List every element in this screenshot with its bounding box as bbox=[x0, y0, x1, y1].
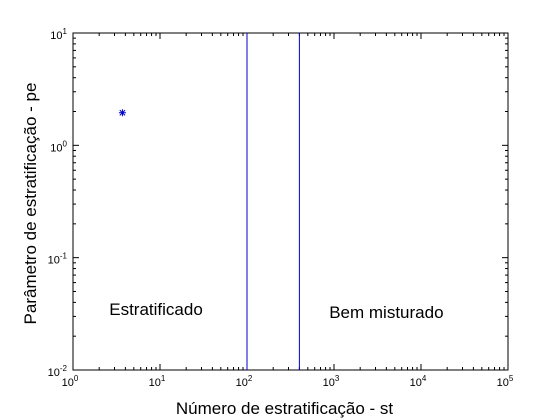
annotations: Estratificado Bem misturado bbox=[109, 300, 443, 322]
x-axis-label: Número de estratificação - st bbox=[176, 399, 394, 418]
y-tick-label: 10-1 bbox=[48, 252, 68, 267]
x-tick-label: 100 bbox=[62, 374, 79, 389]
x-tick-label: 104 bbox=[410, 374, 427, 389]
x-tick-label: 105 bbox=[497, 374, 514, 389]
axes-box bbox=[72, 32, 509, 371]
x-tick-label: 102 bbox=[236, 374, 253, 389]
x-tick-label: 103 bbox=[323, 374, 340, 389]
annotation-well-mixed: Bem misturado bbox=[329, 303, 443, 322]
y-tick-label: 101 bbox=[50, 27, 67, 42]
y-tick-label: 10-2 bbox=[48, 364, 68, 379]
annotation-stratified: Estratificado bbox=[109, 300, 203, 319]
regime-boundary-lines bbox=[246, 33, 300, 370]
x-tick-label: 101 bbox=[149, 374, 166, 389]
data-point-asterisk bbox=[118, 109, 126, 117]
y-tick-label: 100 bbox=[50, 139, 67, 154]
plot-area bbox=[72, 32, 509, 371]
data-points bbox=[118, 109, 126, 117]
y-axis-label: Parâmetro de estratificação - pe bbox=[21, 83, 40, 325]
